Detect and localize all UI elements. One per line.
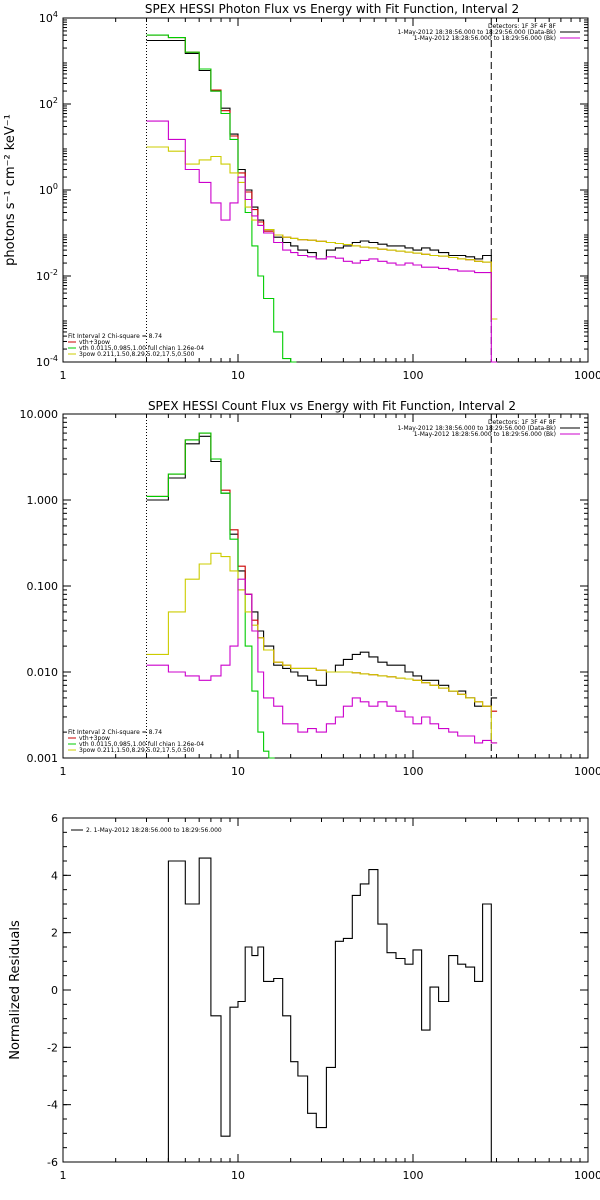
x-tick-label: 1 [60,1169,67,1182]
y-tick-label: -4 [47,1099,58,1112]
plot-frame [62,413,589,759]
plot-area: 1 10 100 1000 10-4 10-2 100 102 104 Detectors: 1F… [36,10,600,382]
y-tick-label: 6 [51,812,58,825]
legend-bottom-text: Fit Interval 2 Chi-square = 8.74 [68,729,162,736]
y-tick-label: 0.100 [27,580,59,593]
series-line-data-bk [146,39,498,320]
legend-top-text: 1-May-2012 18:38:56.000 to 18:29:56.000 … [397,29,556,36]
series-line-bk [146,120,498,363]
legend-bottom-text: vth+3pow [79,735,110,742]
photon-flux-panel: SPEX HESSI Photon Flux vs Energy with Fi… [3,2,600,382]
count-flux-panel: SPEX HESSI Count Flux vs Energy with Fit… [20,399,600,778]
plot-frame [62,17,589,363]
y-tick-label: 0.010 [27,666,59,679]
series-line-bk [146,578,498,744]
y-tick-label: -2 [47,1041,58,1054]
x-tick-label: 10 [231,765,245,778]
y-tick-label: 1.000 [27,494,59,507]
legend-bottom-text: 3pow 0.211,1.50,8.29,5.02,17.5,0.500 [79,351,195,358]
plot-frame [62,817,589,1163]
legend-bottom-text: Fit Interval 2 Chi-square = 8.74 [68,333,162,340]
legend-bottom-text: vth+3pow [79,339,110,346]
x-tick-label: 1 [60,765,67,778]
y-tick-label: 2 [51,927,58,940]
x-tick-label: 100 [403,1169,424,1182]
legend-top-text: 1-May-2012 18:38:56.000 to 18:29:56.000 … [397,425,556,432]
legend-bottom-text: vth 0.0115,0.985,1.00 full chian 1.26e-0… [79,345,204,352]
y-tick-label: 10-4 [36,354,58,369]
plot-area: 1 10 100 1000 0.001 0.010 0.100 1.000 10.000 Dete… [20,408,600,778]
legend-bottom-text: vth 0.0115,0.985,1.00 full chian 1.26e-0… [79,741,204,748]
x-tick-label: 1000 [574,369,600,382]
residuals-panel: Normalized Residuals 1 10 100 1000 -6 -4 -2 0 2 4… [8,812,600,1182]
y-axis-label: photons s⁻¹ cm⁻² keV⁻¹ [3,114,18,266]
y-tick-label: -6 [47,1156,58,1169]
legend-bottom-text: 3pow 0.211,1.50,8.29,5.02,17.5,0.500 [79,747,195,754]
series-line-residuals [115,857,498,1163]
y-tick-label: 4 [51,869,58,882]
panel-title: SPEX HESSI Count Flux vs Energy with Fit… [148,399,516,413]
x-tick-label: 10 [231,369,245,382]
x-tick-label: 100 [403,369,424,382]
legend-top-text: 1-May-2012 18:28:56.000 to 18:29:56.000 … [414,35,556,42]
series-line-3pow [146,552,498,744]
x-tick-label: 1 [60,369,67,382]
legend-top-text: Detectors: 1F 3F 4F 8F [488,419,557,426]
x-tick-label: 1000 [574,1169,600,1182]
y-tick-label: 104 [39,10,58,25]
series-line-vth [146,432,275,759]
x-tick-label: 100 [403,765,424,778]
y-tick-label: 0.001 [27,752,59,765]
x-tick-label: 1000 [574,765,600,778]
y-tick-label: 0 [51,984,58,997]
plot-area: 1 10 100 1000 -6 -4 -2 0 2 4 6 2. 1-May-2012 18:28:… [47,812,600,1182]
panel-title: SPEX HESSI Photon Flux vs Energy with Fi… [145,2,519,16]
y-tick-label: 102 [39,96,58,111]
series-line-vth [146,34,297,363]
y-tick-label: 10-2 [36,268,58,283]
legend-top-text: 2. 1-May-2012 18:28:56.000 to 18:29:56.0… [86,827,222,834]
y-tick-label: 10.000 [20,408,59,421]
y-axis-label: Normalized Residuals [8,920,23,1060]
legend-top-text: Detectors: 1F 3F 4F 8F [488,23,557,30]
y-tick-label: 100 [39,182,58,197]
series-line-3pow [146,146,498,320]
legend-top-text: 1-May-2012 18:28:56.000 to 18:29:56.000 … [414,431,556,438]
x-tick-label: 10 [231,1169,245,1182]
